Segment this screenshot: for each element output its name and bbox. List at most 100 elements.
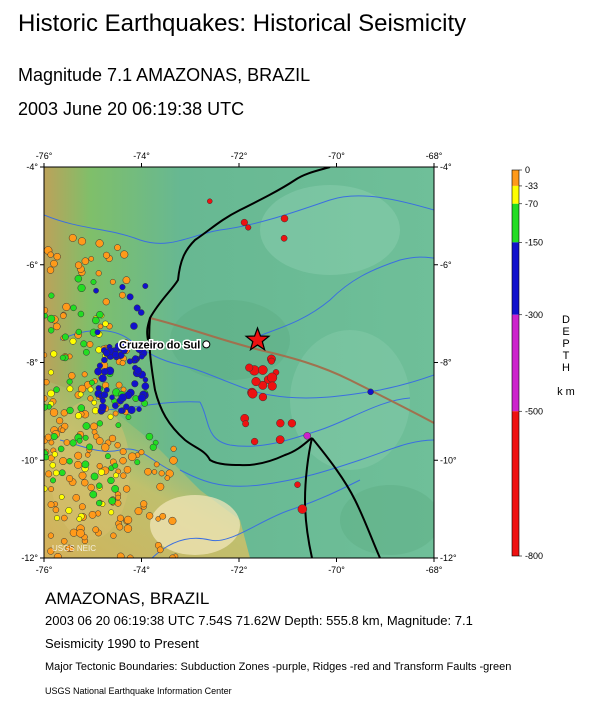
earthquake-marker [82, 348, 90, 356]
earthquake-marker [123, 465, 132, 474]
earthquake-marker [45, 470, 53, 478]
legend-title-letter: P [562, 338, 569, 350]
earthquake-marker [48, 439, 55, 446]
earthquake-marker [60, 538, 68, 545]
page-title: Historic Earthquakes: Historical Seismic… [18, 10, 467, 37]
earthquake-marker [99, 397, 106, 404]
earthquake-marker [108, 509, 115, 516]
earthquake-marker [44, 454, 50, 461]
earthquake-marker [108, 434, 117, 443]
legend-title-letter: H [562, 362, 570, 374]
earthquake-marker [75, 412, 82, 420]
earthquake-marker [98, 403, 107, 411]
earthquake-marker [120, 472, 127, 479]
earthquake-marker [169, 456, 178, 465]
epicenter-star-icon [244, 326, 271, 352]
lon-tick-label-bottom: -68° [426, 565, 443, 575]
earthquake-marker [247, 388, 258, 399]
earthquake-marker [53, 386, 60, 393]
earthquake-marker [90, 422, 98, 431]
earthquake-marker [86, 443, 93, 451]
earthquake-marker [276, 419, 285, 428]
earthquake-marker [66, 406, 74, 415]
earthquake-marker [90, 279, 97, 285]
earthquake-marker [280, 234, 288, 242]
earthquake-marker [102, 298, 110, 306]
earthquake-marker [142, 283, 149, 289]
earthquake-marker [50, 350, 58, 358]
lon-tick-label-top: -70° [328, 151, 345, 161]
legend-depth-label: -33 [525, 181, 538, 191]
earthquake-marker [367, 388, 374, 396]
earthquake-marker [145, 432, 154, 441]
lon-tick-label-bottom: -74° [133, 565, 150, 575]
legend-color-band [512, 411, 519, 556]
earthquake-marker [86, 341, 94, 348]
earthquake-marker [77, 310, 85, 318]
earthquake-marker [251, 376, 261, 387]
earthquake-marker [78, 384, 87, 393]
earthquake-marker [53, 552, 62, 558]
earthquake-marker [115, 381, 123, 389]
earthquake-marker [74, 460, 82, 469]
map-watermark: USGS NEIC [52, 544, 96, 553]
earthquake-marker [94, 329, 101, 336]
tectonic-boundary-line [149, 317, 434, 424]
earthquake-marker [74, 261, 83, 269]
lat-tick-label-left: -6° [26, 260, 38, 270]
earthquake-marker [245, 363, 254, 372]
earthquake-marker [59, 354, 66, 361]
earthquake-marker [142, 377, 149, 383]
caption-place: AMAZONAS, BRAZIL [45, 589, 210, 608]
earthquake-marker [47, 389, 55, 398]
earthquake-marker [267, 372, 278, 383]
earthquake-marker [89, 379, 95, 386]
earthquake-marker [68, 546, 75, 552]
earthquake-marker [47, 314, 56, 323]
earthquake-marker [76, 516, 83, 522]
earthquake-marker [57, 445, 65, 453]
legend-depth-label: -300 [525, 310, 543, 320]
earthquake-marker [303, 432, 311, 440]
earthquake-marker [151, 469, 158, 475]
earthquake-marker [123, 515, 133, 525]
earthquake-marker [144, 467, 152, 476]
terrain-layer [44, 167, 434, 558]
earthquake-marker [84, 452, 91, 458]
lon-tick-label-top: -68° [426, 151, 443, 161]
lon-tick-label-top: -72° [231, 151, 248, 161]
earthquake-marker [268, 357, 275, 365]
earthquake-marker [137, 309, 145, 316]
event-magnitude-subtitle: Magnitude 7.1 AMAZONAS, BRAZIL [18, 65, 311, 85]
earthquake-marker [134, 366, 142, 375]
legend-title-letter: T [563, 350, 570, 362]
earthquake-marker [81, 479, 89, 487]
earthquake-marker [159, 512, 167, 520]
earthquake-marker [58, 469, 66, 477]
legend-depth-label: -500 [525, 406, 543, 416]
earthquake-marker [158, 470, 165, 477]
earthquake-marker [69, 439, 77, 447]
lon-tick-label-bottom: -70° [328, 565, 345, 575]
earthquake-marker [135, 345, 144, 354]
earthquake-marker [127, 452, 137, 461]
earthquake-marker [44, 306, 49, 314]
earthquake-marker [66, 458, 73, 465]
earthquake-marker [114, 244, 121, 251]
earthquake-marker [88, 256, 94, 262]
earthquake-marker [116, 514, 125, 522]
earthquake-marker [122, 276, 131, 285]
earthquake-marker [125, 414, 132, 421]
earthquake-marker [258, 392, 268, 402]
earthquake-marker [92, 316, 100, 325]
lat-tick-label-right: -6° [440, 260, 452, 270]
earthquake-marker [62, 302, 71, 311]
earthquake-marker [48, 327, 55, 334]
earthquake-marker [44, 433, 52, 441]
earthquake-marker [58, 494, 65, 500]
earthquake-marker [74, 274, 83, 283]
earthquake-marker [65, 507, 73, 514]
earthquake-marker [102, 320, 109, 327]
earthquake-marker [44, 379, 50, 386]
earthquake-marker [80, 340, 88, 348]
